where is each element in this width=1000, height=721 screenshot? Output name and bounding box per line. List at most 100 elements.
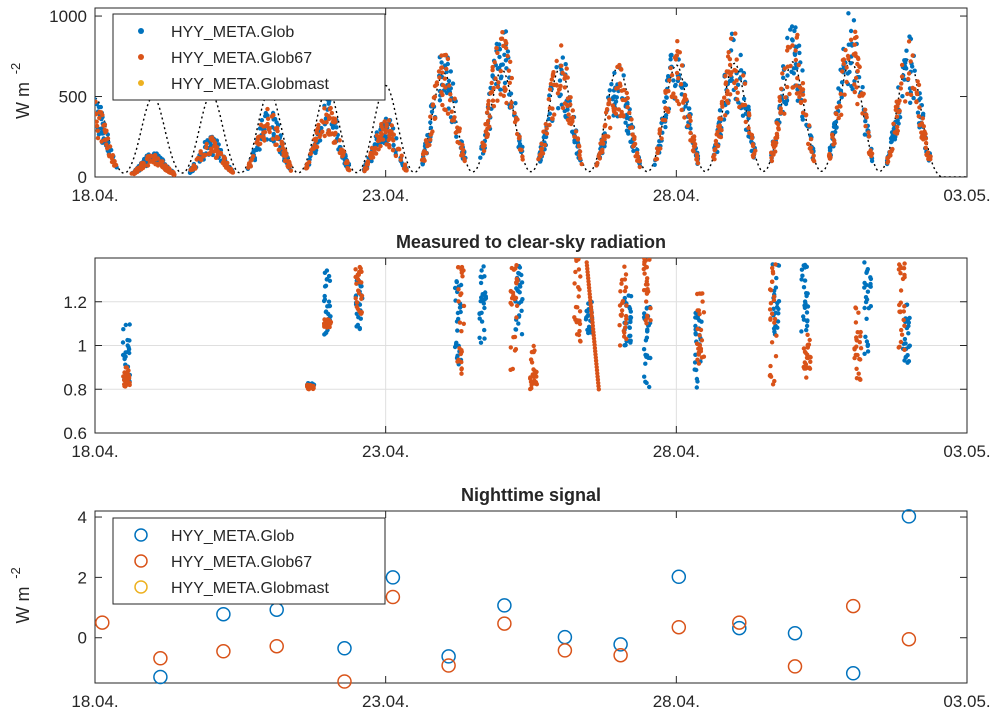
data-point	[82, 147, 86, 151]
panel-1-marks	[76, 11, 967, 177]
data-point	[90, 102, 94, 106]
data-point	[726, 70, 731, 75]
data-point	[780, 71, 785, 76]
data-point	[323, 283, 329, 288]
data-point	[448, 69, 453, 74]
data-point	[782, 99, 787, 105]
data-point	[76, 153, 80, 157]
data-point	[102, 122, 108, 127]
data-point	[575, 318, 580, 323]
data-point	[489, 80, 494, 86]
data-point	[910, 53, 915, 58]
data-point	[398, 157, 403, 162]
data-point	[170, 170, 175, 175]
data-point	[732, 67, 737, 73]
data-point	[777, 98, 783, 104]
data-point	[441, 649, 456, 664]
data-point	[776, 125, 781, 131]
data-point	[216, 606, 231, 622]
data-point	[265, 106, 270, 112]
data-point	[337, 138, 342, 143]
data-point	[857, 64, 862, 70]
data-point	[787, 45, 793, 50]
data-point	[811, 153, 816, 158]
data-point	[729, 31, 735, 36]
legend-entry-2: HYY_META.Glob67	[171, 50, 312, 67]
panel-title: Measured to clear-sky radiation	[396, 232, 666, 252]
data-point	[832, 141, 837, 146]
data-point	[866, 306, 871, 311]
data-point	[593, 358, 599, 363]
data-point	[920, 116, 925, 121]
data-point	[902, 58, 907, 63]
data-point	[771, 140, 776, 145]
data-point	[808, 359, 813, 364]
data-point	[498, 76, 504, 81]
data-point	[671, 619, 687, 635]
data-point	[616, 107, 621, 112]
data-point	[629, 125, 635, 130]
data-point	[275, 125, 280, 131]
data-point	[794, 66, 799, 71]
data-point	[901, 509, 917, 524]
data-point	[628, 315, 634, 320]
data-point	[912, 86, 917, 92]
data-point	[644, 299, 649, 304]
data-point	[740, 113, 746, 118]
data-point	[848, 28, 854, 34]
data-point	[699, 319, 704, 324]
data-point	[307, 385, 312, 390]
data-point	[251, 148, 257, 153]
data-point	[494, 46, 499, 51]
data-point	[769, 150, 774, 155]
data-point	[619, 308, 625, 313]
data-point	[85, 136, 89, 140]
data-point	[916, 82, 922, 88]
data-point	[85, 123, 89, 127]
data-point	[365, 159, 371, 165]
data-point	[771, 298, 777, 303]
data-point	[807, 123, 812, 128]
data-point	[125, 369, 130, 374]
data-point	[273, 116, 278, 122]
data-point	[774, 275, 779, 281]
data-point	[576, 332, 582, 338]
data-point	[693, 352, 698, 357]
legend-entry-1: HYY_META.Glob	[171, 24, 294, 41]
data-point	[629, 117, 634, 122]
data-point	[868, 148, 873, 153]
data-point	[596, 380, 601, 386]
data-point	[897, 302, 902, 308]
data-point	[91, 115, 95, 119]
data-point	[485, 126, 490, 131]
data-point	[544, 131, 550, 136]
data-point	[204, 141, 209, 147]
data-point	[858, 357, 863, 362]
data-point	[773, 354, 779, 359]
data-point	[682, 115, 687, 120]
data-point	[590, 320, 595, 325]
data-point	[671, 91, 676, 96]
data-point	[274, 136, 280, 141]
data-point	[851, 18, 857, 23]
data-point	[923, 140, 929, 146]
data-point	[672, 55, 678, 60]
data-point	[808, 133, 813, 138]
data-point	[455, 310, 461, 316]
data-point	[248, 158, 254, 163]
data-point	[848, 37, 854, 42]
data-point	[645, 328, 650, 334]
data-point	[76, 151, 80, 155]
data-point	[695, 161, 701, 166]
data-point	[498, 92, 503, 97]
data-point	[632, 141, 638, 147]
data-point	[644, 335, 650, 340]
data-point	[594, 368, 600, 373]
data-point	[776, 122, 781, 127]
data-point	[78, 149, 82, 153]
data-point	[110, 153, 116, 158]
data-point	[789, 24, 795, 29]
data-point	[263, 110, 268, 116]
data-point	[672, 83, 678, 89]
data-point	[596, 383, 601, 389]
